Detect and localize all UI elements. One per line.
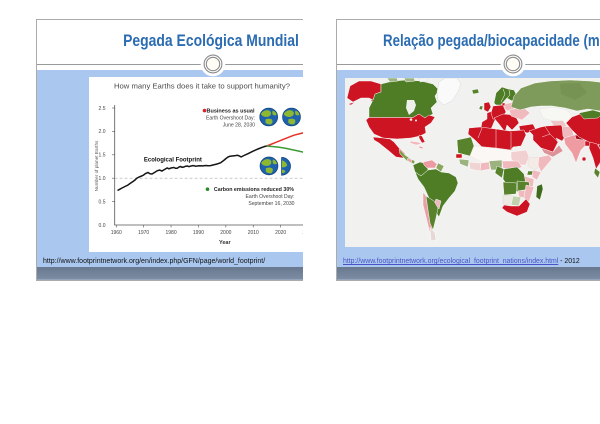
svg-text:1.0: 1.0 [99,176,106,182]
svg-text:Business as usual: Business as usual [207,109,255,115]
svg-text:1970: 1970 [138,230,149,236]
svg-text:2020: 2020 [275,230,286,236]
svg-text:September 16, 2030: September 16, 2030 [248,201,294,207]
svg-text:0.5: 0.5 [99,199,106,205]
svg-text:Earth Overshoot Day:: Earth Overshoot Day: [206,116,255,122]
svg-text:2010: 2010 [248,230,259,236]
svg-text:1990: 1990 [193,230,204,236]
svg-text:0.0: 0.0 [99,223,106,229]
svg-text:2030: 2030 [302,230,303,236]
svg-text:How many Earths does it take t: How many Earths does it take to support … [114,82,290,91]
svg-text:2000: 2000 [220,230,231,236]
svg-text:Year: Year [219,240,231,246]
svg-text:Ecological Footprint: Ecological Footprint [144,158,202,164]
svg-text:June 28, 2030: June 28, 2030 [223,123,255,129]
svg-text:Earth Overshoot Day:: Earth Overshoot Day: [246,194,295,200]
svg-text:1980: 1980 [165,230,176,236]
svg-text:1.5: 1.5 [99,153,106,159]
svg-text:Number of planet Earths: Number of planet Earths [94,140,99,191]
svg-text:1960: 1960 [111,230,122,236]
svg-text:2.0: 2.0 [99,129,106,135]
svg-text:2.5: 2.5 [99,106,106,112]
svg-text:Carbon emissions reduced 30%: Carbon emissions reduced 30% [214,187,294,193]
